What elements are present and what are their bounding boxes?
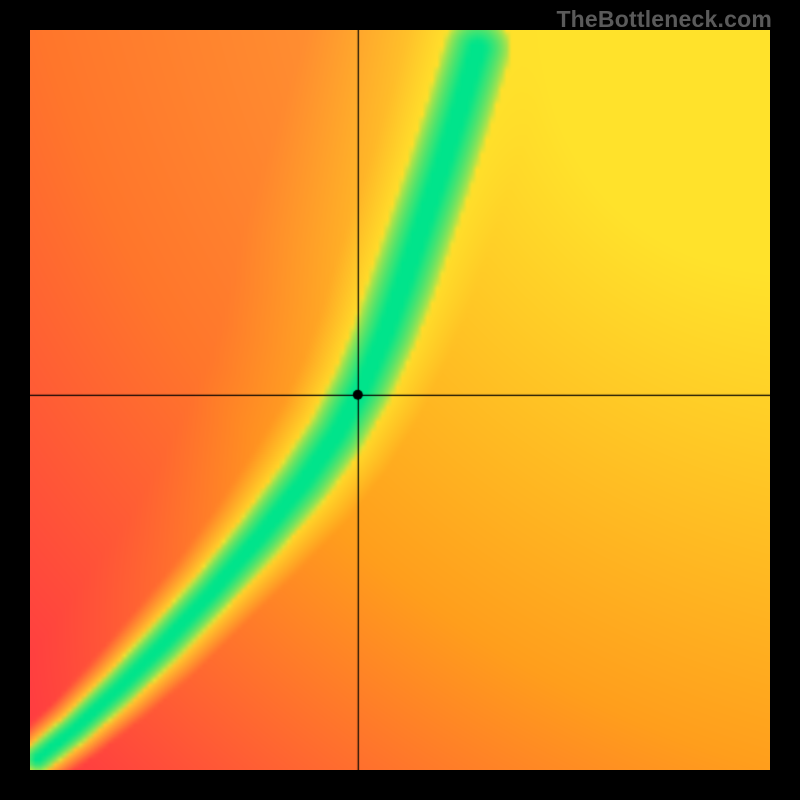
chart-container: TheBottleneck.com: [0, 0, 800, 800]
bottleneck-heatmap: [30, 30, 770, 770]
watermark-text: TheBottleneck.com: [556, 6, 772, 33]
